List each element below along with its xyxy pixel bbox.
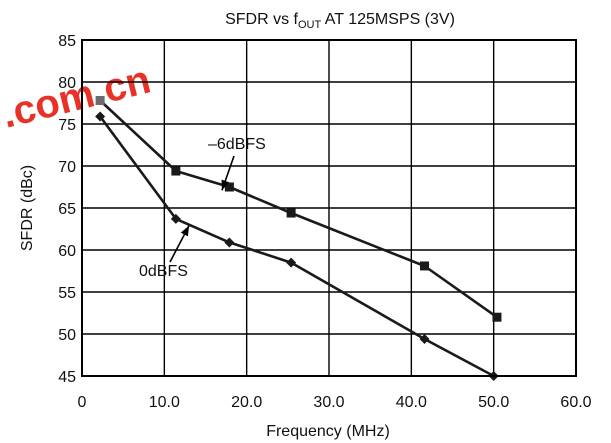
watermark: .com.cn — [0, 57, 155, 136]
y-tick-label: 50 — [58, 327, 76, 344]
data-point-square — [492, 312, 502, 322]
chart-title-main: SFDR vs f — [225, 11, 298, 28]
data-point-square — [224, 182, 234, 192]
annotation-0dbfs: 0dBFS — [139, 225, 190, 280]
series-annotations: –6dBFS 0dBFS — [139, 136, 266, 280]
y-tick-label: 85 — [58, 33, 76, 50]
series-0dbfs — [95, 111, 499, 381]
y-tick-label: 75 — [58, 117, 76, 134]
x-tick-label: 0 — [78, 394, 87, 411]
x-tick-label: 10.0 — [149, 394, 180, 411]
y-tick-label: 45 — [58, 369, 76, 386]
data-point-square — [286, 208, 296, 218]
y-tick-label: 70 — [58, 159, 76, 176]
y-tick-label: 55 — [58, 285, 76, 302]
data-point-diamond — [170, 213, 181, 224]
x-tick-label: 20.0 — [231, 394, 262, 411]
annotation-arrow-head — [221, 179, 230, 191]
data-point-diamond — [95, 111, 106, 122]
y-tick-label: 80 — [58, 75, 76, 92]
x-tick-label: 50.0 — [478, 394, 509, 411]
grid-lines — [81, 39, 577, 377]
data-point-diamond — [419, 334, 430, 345]
y-tick-label: 65 — [58, 201, 76, 218]
watermark-text: .com.cn — [0, 57, 155, 136]
data-point-square — [95, 95, 105, 105]
x-tick-label: 40.0 — [396, 394, 427, 411]
series-line-0dbfs — [99, 115, 495, 378]
y-tick-label: 60 — [58, 243, 76, 260]
tick-labels: 45 50 55 60 65 70 75 80 85 0 10.0 20.0 30.0 40.0 50.0 6… — [58, 33, 591, 411]
data-point-square — [420, 261, 430, 271]
chart-title: SFDR vs fOUT AT 125MSPS (3V) — [225, 11, 455, 31]
data-point-diamond — [224, 237, 235, 248]
data-point-diamond — [286, 257, 297, 268]
annotation-label: –6dBFS — [208, 136, 266, 153]
y-axis-title: SFDR (dBc) — [19, 165, 36, 251]
chart-title-subscript: OUT — [298, 19, 322, 31]
annotation-6dbfs: –6dBFS — [208, 136, 266, 191]
x-tick-label: 60.0 — [560, 394, 591, 411]
series-lines — [95, 95, 502, 381]
x-axis-title: Frequency (MHz) — [266, 423, 390, 440]
chart-title-rest: AT 125MSPS (3V) — [321, 11, 455, 28]
annotation-arrow-head — [180, 225, 190, 237]
data-point-square — [171, 166, 181, 176]
plot-frame — [81, 39, 577, 377]
series-6dbfs — [95, 95, 502, 322]
x-tick-label: 30.0 — [313, 394, 344, 411]
annotation-label: 0dBFS — [139, 263, 188, 280]
series-line-6dbfs — [99, 99, 498, 319]
